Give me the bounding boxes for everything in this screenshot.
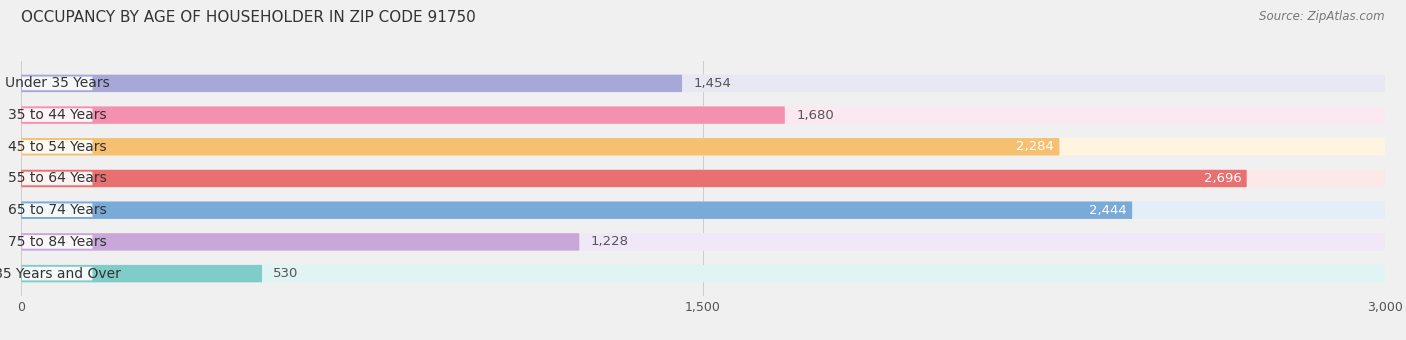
FancyBboxPatch shape xyxy=(21,233,1385,251)
FancyBboxPatch shape xyxy=(21,233,579,251)
Text: OCCUPANCY BY AGE OF HOUSEHOLDER IN ZIP CODE 91750: OCCUPANCY BY AGE OF HOUSEHOLDER IN ZIP C… xyxy=(21,10,475,25)
Text: 35 to 44 Years: 35 to 44 Years xyxy=(8,108,107,122)
FancyBboxPatch shape xyxy=(21,138,1059,155)
Text: 55 to 64 Years: 55 to 64 Years xyxy=(8,171,107,186)
FancyBboxPatch shape xyxy=(21,170,1247,187)
FancyBboxPatch shape xyxy=(22,108,93,122)
Text: Source: ZipAtlas.com: Source: ZipAtlas.com xyxy=(1260,10,1385,23)
Text: 1,228: 1,228 xyxy=(591,235,628,249)
FancyBboxPatch shape xyxy=(21,202,1132,219)
Text: 1,454: 1,454 xyxy=(693,77,731,90)
FancyBboxPatch shape xyxy=(21,265,262,282)
Text: 1,680: 1,680 xyxy=(796,108,834,122)
FancyBboxPatch shape xyxy=(22,172,93,185)
FancyBboxPatch shape xyxy=(21,202,1385,219)
Text: 530: 530 xyxy=(273,267,298,280)
FancyBboxPatch shape xyxy=(21,106,785,124)
FancyBboxPatch shape xyxy=(21,75,682,92)
FancyBboxPatch shape xyxy=(22,76,93,90)
Text: 2,696: 2,696 xyxy=(1204,172,1241,185)
FancyBboxPatch shape xyxy=(22,267,93,280)
Text: 75 to 84 Years: 75 to 84 Years xyxy=(8,235,107,249)
FancyBboxPatch shape xyxy=(21,138,1385,155)
Text: 2,284: 2,284 xyxy=(1017,140,1054,153)
Text: 2,444: 2,444 xyxy=(1088,204,1126,217)
FancyBboxPatch shape xyxy=(22,203,93,217)
FancyBboxPatch shape xyxy=(21,265,1385,282)
FancyBboxPatch shape xyxy=(22,140,93,154)
Text: Under 35 Years: Under 35 Years xyxy=(4,76,110,90)
FancyBboxPatch shape xyxy=(21,75,1385,92)
FancyBboxPatch shape xyxy=(21,170,1385,187)
Text: 85 Years and Over: 85 Years and Over xyxy=(0,267,121,280)
Text: 45 to 54 Years: 45 to 54 Years xyxy=(8,140,107,154)
FancyBboxPatch shape xyxy=(21,106,1385,124)
FancyBboxPatch shape xyxy=(22,235,93,249)
Text: 65 to 74 Years: 65 to 74 Years xyxy=(8,203,107,217)
